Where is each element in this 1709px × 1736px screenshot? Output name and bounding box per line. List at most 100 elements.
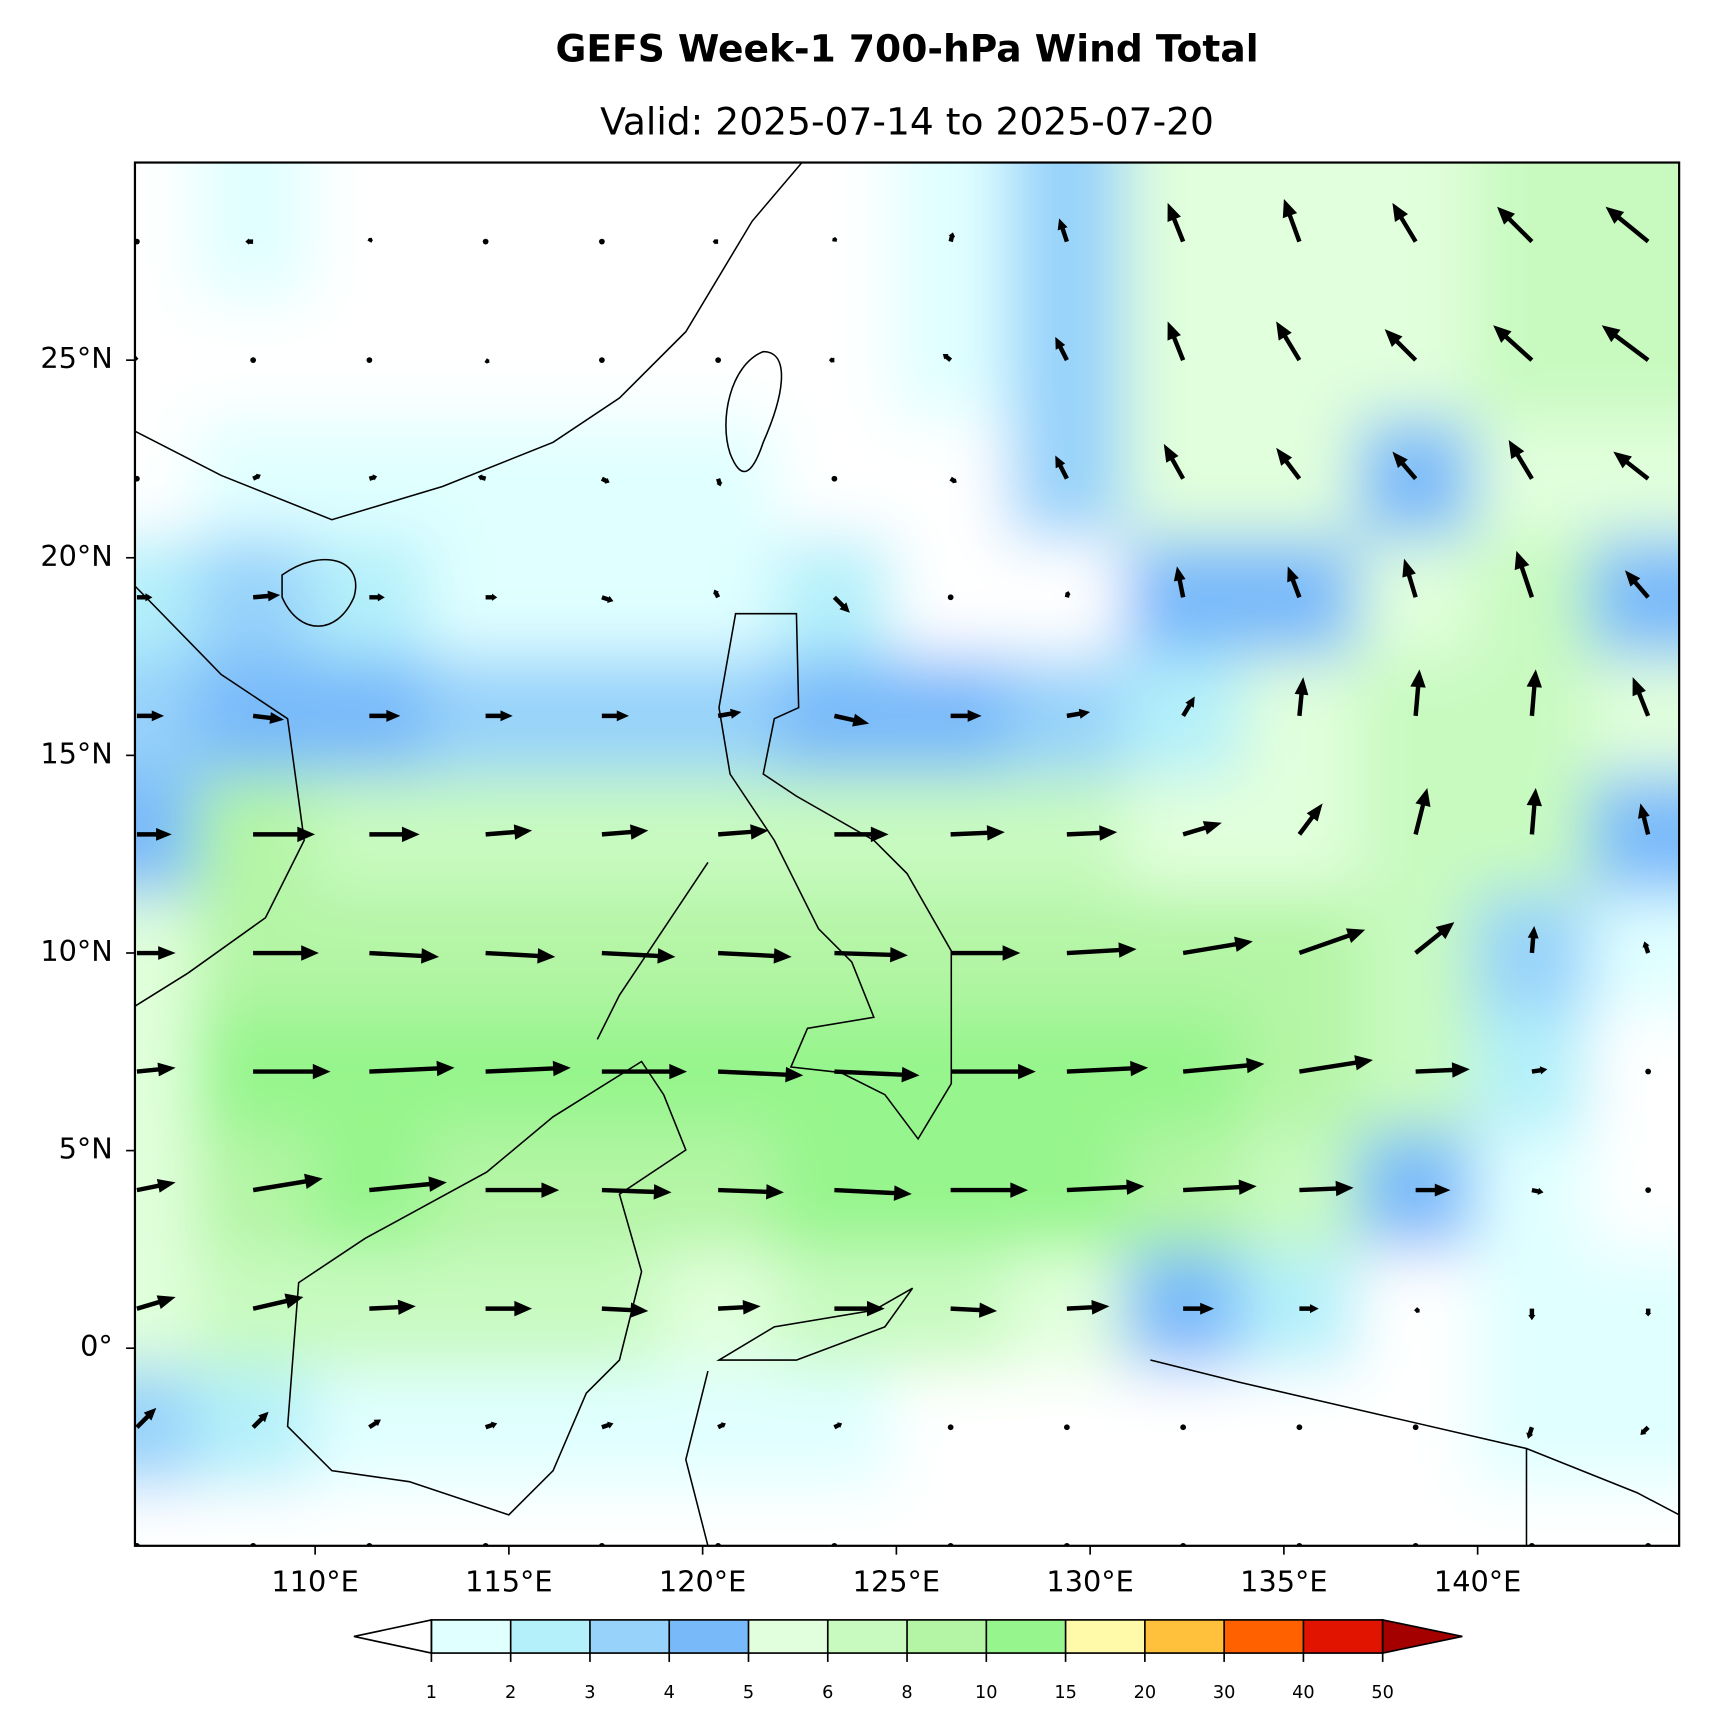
wind-arrow <box>1181 696 1195 717</box>
wind-arrow <box>1180 1424 1187 1431</box>
wind-arrow <box>718 948 792 964</box>
speed-cell <box>1241 419 1359 540</box>
wind-arrow <box>485 824 533 840</box>
colorbar-swatch <box>1303 1619 1383 1654</box>
speed-cell <box>1008 1486 1127 1546</box>
wind-arrow <box>834 947 908 963</box>
colorbar-swatch <box>431 1619 511 1654</box>
wind-arrow <box>1276 321 1302 362</box>
wind-arrow <box>1645 1187 1652 1193</box>
wind-arrow <box>599 357 605 364</box>
wind-arrow <box>832 236 838 242</box>
wind-arrow <box>1066 1179 1145 1195</box>
wind-arrow <box>601 1421 614 1430</box>
y-tick-label: 25°N <box>40 341 112 375</box>
wind-arrow <box>1645 1068 1652 1075</box>
speed-cell <box>1473 419 1592 540</box>
wind-arrow <box>1410 669 1426 717</box>
colorbar-under <box>353 1618 433 1655</box>
wind-arrow <box>369 1176 447 1193</box>
speed-cell <box>1125 1486 1243 1546</box>
wind-arrow <box>485 593 498 601</box>
colorbar-tick-label: 3 <box>584 1683 595 1703</box>
wind-arrow <box>718 1300 761 1315</box>
wind-arrow <box>252 1293 304 1311</box>
wind-arrow <box>1384 329 1418 362</box>
wind-arrow <box>136 593 153 602</box>
wind-arrow <box>716 478 723 487</box>
wind-arrow <box>369 1299 416 1315</box>
wind-arrow <box>713 589 721 599</box>
chart-title: GEFS Week-1 700-hPa Wind Total <box>555 26 1258 70</box>
wind-arrow <box>253 826 316 843</box>
coastline <box>134 585 305 1007</box>
colorbar-tick-label: 50 <box>1371 1683 1394 1703</box>
wind-arrow <box>1294 677 1309 717</box>
y-tick-label: 10°N <box>40 934 112 968</box>
coastline <box>286 1060 687 1516</box>
speed-cell <box>1473 538 1592 658</box>
wind-arrow <box>482 238 489 245</box>
y-tick-label: 15°N <box>40 736 112 770</box>
colorbar-over <box>1381 1618 1463 1655</box>
wind-arrow <box>1637 803 1651 835</box>
speed-cell <box>660 162 778 302</box>
speed-cell <box>1241 1486 1359 1546</box>
speed-cell <box>195 1486 313 1546</box>
speed-cell <box>1008 419 1127 540</box>
wind-arrow <box>1412 1424 1419 1431</box>
wind-arrow <box>601 1302 649 1318</box>
wind-arrow <box>485 710 513 722</box>
colorbar-swatch <box>1144 1619 1225 1654</box>
speed-cell <box>1590 775 1680 895</box>
wind-arrow <box>1055 455 1069 480</box>
wind-arrow <box>833 1422 843 1430</box>
colorbar-tick-label: 15 <box>1054 1683 1077 1703</box>
wind-arrow <box>1287 566 1302 599</box>
wind-arrow <box>1414 922 1455 955</box>
wind-arrow <box>1493 325 1534 362</box>
wind-arrow <box>833 713 870 727</box>
speed-cell <box>1590 538 1680 658</box>
wind-arrow <box>1613 451 1650 481</box>
colorbar-tick-label: 40 <box>1292 1683 1315 1703</box>
wind-arrow <box>1057 218 1069 243</box>
wind-arrow <box>601 948 676 964</box>
wind-arrow <box>947 1424 954 1431</box>
wind-arrow <box>1299 1180 1354 1197</box>
wind-arrow <box>1064 1424 1070 1431</box>
wind-arrow <box>718 1066 804 1083</box>
coastline <box>596 862 709 1040</box>
wind-arrow <box>601 595 614 603</box>
x-tick-label: 135°E <box>1240 1564 1327 1598</box>
wind-arrow <box>949 476 957 484</box>
colorbar-tick-label: 30 <box>1213 1683 1236 1703</box>
wind-arrow <box>828 357 835 364</box>
wind-arrow <box>253 1063 331 1080</box>
colorbar-tick-label: 6 <box>822 1683 833 1703</box>
wind-arrow <box>252 712 285 724</box>
wind-arrow <box>1182 936 1253 956</box>
wind-arrow <box>1402 558 1418 598</box>
wind-arrow <box>485 1060 571 1077</box>
speed-cell <box>892 1486 1010 1546</box>
wind-arrow <box>948 232 956 243</box>
wind-arrow <box>1183 1302 1215 1315</box>
colorbar-tick-label: 4 <box>664 1683 675 1703</box>
speed-cell <box>1125 300 1243 421</box>
speed-cell <box>1357 1486 1475 1546</box>
wind-arrow <box>136 827 172 841</box>
speed-cell <box>1125 162 1243 302</box>
wind-arrow <box>136 710 165 722</box>
wind-arrow <box>834 1066 920 1083</box>
speed-cell <box>1357 775 1475 895</box>
wind-arrow <box>1066 942 1137 958</box>
speed-cell <box>1241 538 1359 658</box>
wind-arrow <box>1526 669 1542 717</box>
wind-arrow <box>251 1411 269 1429</box>
wind-arrow <box>947 594 954 601</box>
chart-subtitle: Valid: 2025-07-14 to 2025-07-20 <box>600 99 1214 143</box>
wind-arrow <box>1392 202 1418 243</box>
speed-cell <box>776 300 894 421</box>
